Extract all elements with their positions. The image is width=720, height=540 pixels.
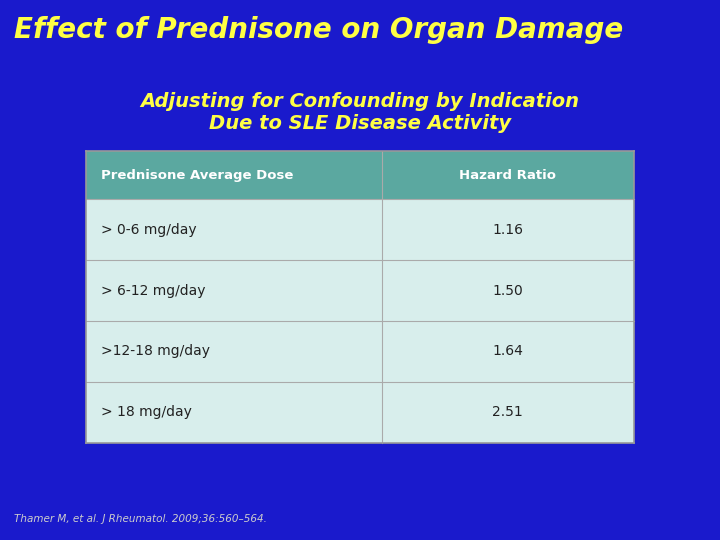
Text: Hazard Ratio: Hazard Ratio [459,169,557,182]
Text: > 18 mg/day: > 18 mg/day [101,406,192,420]
Text: 1.16: 1.16 [492,222,523,237]
Text: 1.50: 1.50 [492,284,523,298]
Text: 2.51: 2.51 [492,406,523,420]
Text: 1.64: 1.64 [492,345,523,359]
Text: > 6-12 mg/day: > 6-12 mg/day [101,284,205,298]
Text: Prednisone Average Dose: Prednisone Average Dose [101,169,293,182]
FancyBboxPatch shape [86,151,634,443]
Text: Effect of Prednisone on Organ Damage: Effect of Prednisone on Organ Damage [14,16,624,44]
FancyBboxPatch shape [86,151,634,199]
Text: >12-18 mg/day: >12-18 mg/day [101,345,210,359]
Text: Adjusting for Confounding by Indication
Due to SLE Disease Activity: Adjusting for Confounding by Indication … [140,92,580,133]
Text: Thamer M, et al. J Rheumatol. 2009;36:560–564.: Thamer M, et al. J Rheumatol. 2009;36:56… [14,514,267,524]
Text: > 0-6 mg/day: > 0-6 mg/day [101,222,197,237]
